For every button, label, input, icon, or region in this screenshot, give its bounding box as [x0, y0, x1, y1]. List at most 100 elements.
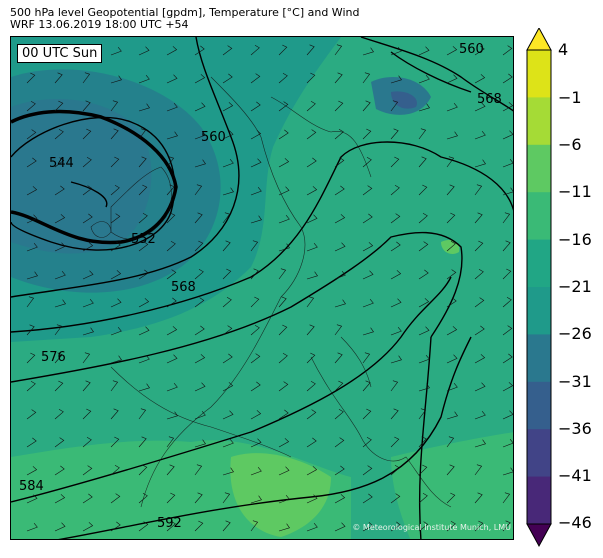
wind-barb	[474, 411, 486, 420]
wind-barb	[474, 354, 486, 364]
wind-barb	[418, 103, 430, 112]
colorbar-band	[527, 429, 551, 478]
wind-barb	[110, 408, 119, 420]
wind-barb	[334, 380, 344, 392]
wind-barb	[446, 354, 458, 364]
wind-barb	[446, 383, 458, 392]
wind-barb	[306, 437, 317, 448]
wind-barb	[138, 326, 150, 336]
wind-barb	[110, 380, 119, 392]
colorbar-tick-minus11: −11	[558, 182, 592, 201]
wind-barb	[418, 46, 430, 56]
wind-barb	[138, 436, 147, 448]
map-canvas: 544 552 560 568 576 584 592 560 568	[11, 37, 513, 539]
colorbar-tick-minus41: −41	[558, 466, 592, 485]
wind-barb	[474, 159, 486, 168]
coastline-mediterranean	[310, 356, 452, 508]
wind-barb	[138, 383, 150, 392]
wind-barb	[390, 408, 399, 420]
wind-barb	[82, 270, 94, 280]
wind-barb	[418, 156, 427, 168]
wind-barb	[446, 464, 455, 476]
wind-barb	[334, 242, 346, 252]
wind-barb	[54, 242, 66, 252]
colorbar-band	[527, 381, 551, 430]
wind-barb	[306, 466, 318, 476]
wind-barb	[390, 185, 400, 196]
wind-barb	[390, 465, 400, 476]
wind-barb	[334, 437, 345, 448]
wind-barb	[278, 215, 290, 224]
wind-barb	[278, 409, 289, 420]
wind-barb	[166, 492, 176, 504]
wind-barb	[222, 492, 231, 504]
wind-barb	[138, 156, 147, 168]
wind-barb	[474, 439, 486, 448]
wind-barb	[54, 100, 64, 112]
wind-barb	[502, 467, 513, 476]
wind-barb	[446, 326, 458, 336]
colorbar	[526, 28, 552, 548]
colorbar-tick-4: 4	[558, 40, 569, 59]
wind-barb	[390, 47, 402, 56]
wind-barb	[110, 465, 120, 476]
wind-barb	[306, 324, 315, 336]
wind-barb	[166, 411, 178, 420]
wind-barb	[166, 464, 175, 476]
wind-barb	[334, 157, 345, 168]
contour-label-568: 568	[171, 280, 196, 295]
wind-barb	[446, 492, 456, 504]
wind-barb	[82, 408, 92, 420]
wind-barb	[166, 241, 176, 252]
wind-barb	[194, 492, 203, 504]
wind-barb	[362, 47, 374, 56]
contour-560-north	[360, 37, 513, 112]
wind-barb	[362, 327, 374, 336]
wind-barb	[418, 75, 430, 84]
wind-barb	[418, 298, 430, 308]
contour-552-bold	[11, 109, 178, 245]
wind-barb	[138, 298, 150, 308]
wind-barb	[278, 44, 288, 56]
wind-barb	[82, 213, 93, 224]
wind-barb	[278, 495, 290, 504]
wind-barb	[502, 187, 513, 196]
colorbar-band	[527, 144, 551, 193]
colorbar-band	[527, 239, 551, 288]
wind-barb	[306, 72, 316, 84]
wind-barb	[278, 101, 289, 112]
geopotential-contours	[11, 37, 513, 539]
wind-barb	[390, 380, 399, 392]
wind-barb	[446, 156, 455, 168]
wind-barb	[278, 73, 288, 84]
wind-barb	[306, 101, 316, 112]
wind-barb	[110, 75, 122, 84]
wind-barb	[26, 296, 35, 308]
wind-barb	[54, 437, 65, 448]
wind-barb	[390, 493, 401, 504]
colorbar-band	[527, 287, 551, 335]
wind-barb	[110, 100, 119, 112]
wind-barb	[138, 521, 149, 532]
wind-barb	[418, 383, 430, 392]
wind-barb	[418, 326, 430, 336]
wind-barb	[82, 437, 92, 448]
wind-barb	[390, 270, 402, 280]
wind-barb	[306, 186, 318, 196]
wind-barb	[362, 100, 371, 112]
wind-barb	[502, 73, 513, 84]
wind-barb	[474, 240, 484, 252]
wind-barb	[82, 327, 94, 336]
wind-barb	[390, 355, 402, 364]
wind-barb	[250, 240, 259, 252]
wind-barb	[110, 436, 120, 448]
wind-barb	[54, 72, 63, 84]
wind-barb	[222, 268, 232, 280]
colorbar-tick-minus31: −31	[558, 372, 592, 391]
wind-barb	[390, 298, 402, 308]
wind-barb	[138, 464, 148, 476]
wind-barb	[110, 156, 120, 168]
wind-barb	[194, 411, 206, 420]
wind-barb	[110, 355, 122, 364]
wind-barb	[306, 157, 317, 168]
